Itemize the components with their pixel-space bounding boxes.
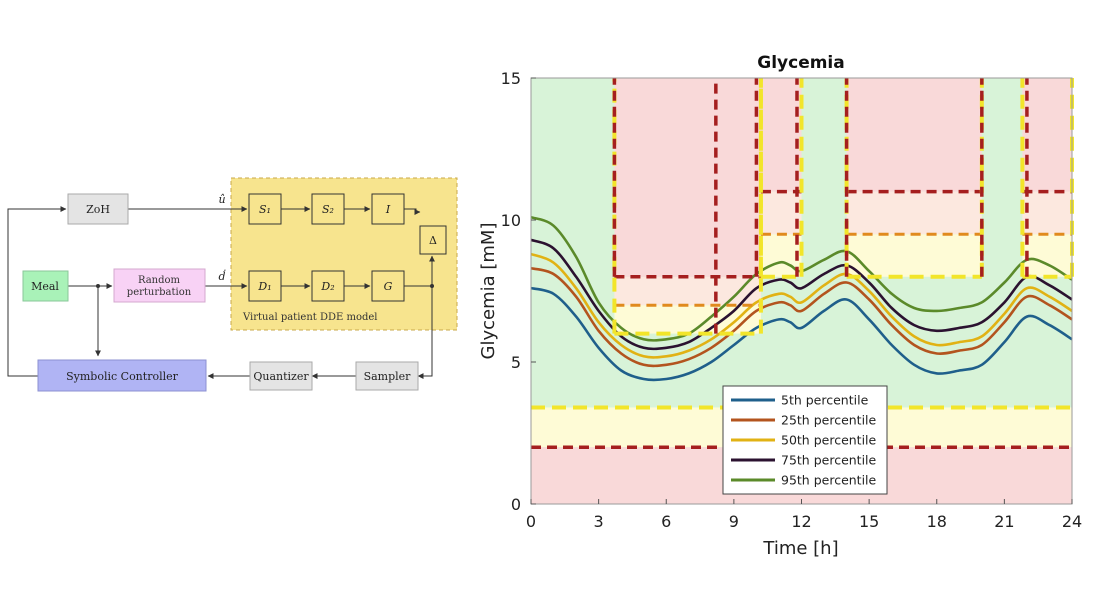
i-block: I bbox=[371, 193, 405, 225]
axis-layer: 0 3 6 9 12 15 18 21 24 0 5 10 15 bbox=[501, 69, 1083, 531]
x-tick-label: 0 bbox=[526, 512, 536, 531]
x-tick-label: 21 bbox=[994, 512, 1014, 531]
upper-danger-band bbox=[760, 78, 802, 192]
legend: 5th percentile 25th percentile 50th percen… bbox=[722, 385, 888, 495]
svg-text:Δ: Δ bbox=[429, 234, 437, 247]
svg-text:D₁: D₁ bbox=[257, 280, 271, 293]
g-block: G bbox=[371, 270, 405, 302]
random-perturbation-block: Random perturbation bbox=[113, 268, 206, 303]
series-line-1 bbox=[530, 286, 1073, 382]
s2-block: S₂ bbox=[311, 193, 345, 225]
chart-title: Glycemia bbox=[757, 53, 844, 73]
svg-text:G: G bbox=[384, 280, 393, 293]
series-line-4 bbox=[530, 238, 1073, 351]
block-diagram: Virtual patient DDE model ZoH Meal Rando… bbox=[7, 177, 458, 392]
y-tick-label: 10 bbox=[501, 211, 521, 230]
d2-block: D₂ bbox=[311, 270, 345, 302]
legend-label: 5th percentile bbox=[781, 393, 869, 408]
x-axis-label: Time [h] bbox=[762, 538, 838, 559]
svg-text:D₂: D₂ bbox=[320, 280, 334, 293]
svg-text:Meal: Meal bbox=[31, 280, 59, 293]
x-tick-label: 24 bbox=[1062, 512, 1082, 531]
y-tick-label: 15 bbox=[501, 69, 521, 88]
zoh-block: ZoH bbox=[67, 193, 129, 225]
y-axis-label: Glycemia [mM] bbox=[478, 223, 499, 360]
quantizer-block: Quantizer bbox=[249, 361, 313, 391]
signal-d-label: ḋ bbox=[218, 269, 226, 283]
upper-caution-band bbox=[846, 191, 982, 235]
upper-caution-band bbox=[614, 276, 761, 306]
x-tick-label: 3 bbox=[594, 512, 604, 531]
svg-text:Random: Random bbox=[138, 275, 181, 286]
svg-text:I: I bbox=[385, 203, 391, 216]
x-tick-label: 12 bbox=[791, 512, 811, 531]
series-line-3 bbox=[530, 252, 1073, 359]
sampler-block: Sampler bbox=[355, 361, 419, 391]
y-tick-label: 0 bbox=[511, 495, 521, 514]
upper-danger-band bbox=[846, 78, 982, 192]
symbolic-controller-block: Symbolic Controller bbox=[37, 359, 207, 392]
svg-text:Sampler: Sampler bbox=[364, 370, 412, 383]
threshold-layer bbox=[531, 78, 1074, 449]
x-tick-label: 15 bbox=[859, 512, 879, 531]
glycemia-chart: 0 3 6 9 12 15 18 21 24 0 5 10 15 Glycemia Time [h] G… bbox=[478, 53, 1083, 559]
legend-label: 75th percentile bbox=[781, 453, 877, 468]
series-layer bbox=[530, 215, 1073, 382]
x-tick-label: 18 bbox=[927, 512, 947, 531]
svg-text:S₂: S₂ bbox=[322, 203, 334, 216]
svg-text:Quantizer: Quantizer bbox=[253, 370, 309, 383]
y-tick-label: 5 bbox=[511, 353, 521, 372]
meal-block: Meal bbox=[22, 270, 69, 302]
delta-block: Δ bbox=[419, 225, 447, 255]
signal-u-label: û bbox=[218, 193, 225, 206]
svg-text:ZoH: ZoH bbox=[86, 203, 110, 216]
dde-caption: Virtual patient DDE model bbox=[242, 312, 378, 323]
upper-warning-band bbox=[1022, 234, 1072, 277]
series-line-2 bbox=[530, 267, 1073, 368]
upper-caution-band bbox=[760, 191, 802, 235]
svg-text:perturbation: perturbation bbox=[127, 287, 192, 298]
svg-text:Symbolic Controller: Symbolic Controller bbox=[66, 370, 179, 383]
x-tick-label: 9 bbox=[729, 512, 739, 531]
s1-block: S₁ bbox=[248, 193, 282, 225]
legend-label: 25th percentile bbox=[781, 413, 877, 428]
legend-label: 95th percentile bbox=[781, 473, 877, 488]
series-line-5 bbox=[530, 215, 1073, 342]
d1-block: D₁ bbox=[248, 270, 282, 302]
upper-danger-band bbox=[614, 78, 761, 277]
x-tick-label: 6 bbox=[661, 512, 671, 531]
legend-label: 50th percentile bbox=[781, 433, 877, 448]
upper-caution-band bbox=[1022, 191, 1072, 235]
svg-text:S₁: S₁ bbox=[259, 203, 271, 216]
upper-danger-band bbox=[1022, 78, 1072, 192]
